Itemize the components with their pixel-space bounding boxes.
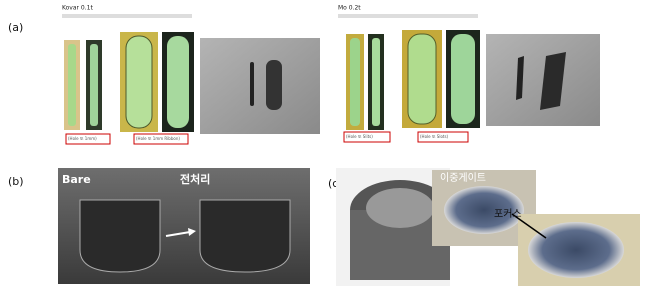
device [444,186,524,234]
caption-line [62,14,192,18]
slot [407,33,437,125]
device [528,222,624,278]
slot [350,38,360,126]
red-box [65,133,111,145]
image-label: 포커스 [494,208,522,220]
arrow [165,231,191,237]
hole [199,199,291,273]
image-label: 전처리 [180,172,210,186]
slot [68,44,76,126]
caption-line [338,14,478,18]
slot [125,35,153,129]
slot [167,36,189,128]
red-box [343,131,391,143]
sample-title: Mo 0.2t [338,5,361,12]
image-label: Bare [62,173,91,186]
sample-title: Kovar 0.1t [62,5,93,12]
box-text: (Hole 또 Slots) [420,134,449,139]
slot [540,52,566,110]
hole [79,199,161,273]
slot [90,44,98,126]
panel-label: (a) [8,21,23,34]
slot [266,60,282,110]
red-box [133,133,189,145]
red-box [417,131,469,143]
arrow-head [188,228,196,236]
slot [250,62,254,106]
slot [372,38,380,126]
panel-label: (b) [8,175,24,188]
slot [451,34,475,124]
sem-image [200,38,320,134]
arrow [511,213,547,239]
box-text: (Hole 또 1mm) [68,136,97,141]
cad-part [366,188,434,228]
image-label: 이중게이트 [440,172,486,184]
box-text: (Hole 또 Slits) [346,134,373,139]
slot [516,56,524,100]
sem-image [486,34,600,126]
box-text: (Hole 또 1mm Ribbon) [136,136,180,141]
